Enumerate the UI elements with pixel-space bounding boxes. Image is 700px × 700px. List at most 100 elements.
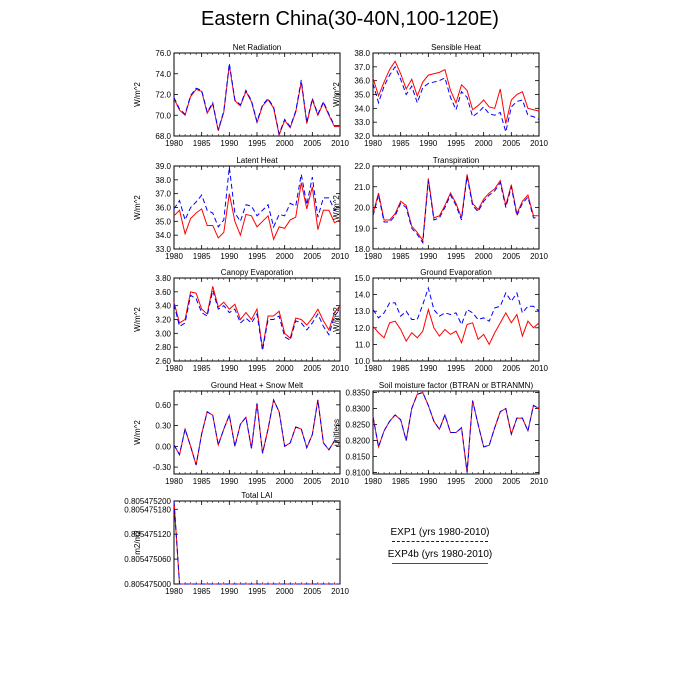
x-tick-label: 1995 [248, 587, 266, 596]
y-tick-label: 3.20 [155, 316, 171, 325]
y-axis-label: unitless [332, 419, 341, 446]
y-tick-label: 68.0 [155, 132, 171, 141]
x-tick-label: 2005 [502, 364, 520, 373]
x-tick-label: 1985 [193, 477, 211, 486]
x-tick-label: 2000 [276, 364, 294, 373]
series-line-exp1 [372, 286, 540, 326]
x-tick-label: 2010 [331, 364, 349, 373]
y-tick-label: 19.0 [354, 224, 370, 233]
x-tick-label: 2005 [303, 364, 321, 373]
x-tick-label: 2005 [303, 139, 321, 148]
legend-line-exp4b [392, 563, 488, 564]
x-tick-label: 1995 [248, 139, 266, 148]
panel-8: Total LAI 1980 1985 1990 1995 2000 2005 2010 0.8… [124, 491, 349, 596]
x-tick-label: 1985 [392, 477, 410, 486]
x-tick-label: 1995 [248, 252, 266, 261]
y-tick-label: 74.0 [155, 70, 171, 79]
y-tick-label: 3.00 [155, 329, 171, 338]
series-line-exp1 [372, 176, 539, 245]
series-line-exp4b [173, 182, 341, 241]
series-line-exp1 [173, 398, 341, 466]
y-axis-label: W/m^2 [332, 82, 341, 107]
panel-title: Latent Heat [236, 156, 278, 165]
legend: EXP1 (yrs 1980-2010) EXP4b (yrs 1980-201… [380, 527, 500, 571]
y-tick-label: 37.0 [155, 190, 171, 199]
y-tick-label: 34.0 [155, 231, 171, 240]
x-tick-label: 1985 [193, 252, 211, 261]
y-tick-label: 14.0 [354, 291, 370, 300]
series-line-exp4b [173, 65, 340, 137]
y-tick-label: 21.0 [354, 183, 370, 192]
x-tick-label: 2000 [276, 139, 294, 148]
y-axis-label: W/m^2 [133, 195, 142, 220]
x-tick-label: 2005 [303, 587, 321, 596]
y-tick-label: 2.60 [155, 357, 171, 366]
y-tick-label: 70.0 [155, 111, 171, 120]
panel-7: Soil moisture factor (BTRAN or BTRANMN) 1… [332, 381, 548, 486]
x-tick-label: 1995 [447, 477, 465, 486]
panel-title: Transpiration [433, 156, 479, 165]
x-tick-label: 1995 [248, 477, 266, 486]
y-tick-label: 0.805475000 [124, 580, 171, 589]
series-line-exp1 [372, 65, 540, 132]
x-tick-label: 2010 [530, 477, 548, 486]
y-tick-label: 35.0 [155, 217, 171, 226]
panel-frame [173, 500, 341, 585]
y-tick-label: 0.8100 [346, 468, 371, 477]
panel-title: Ground Evaporation [420, 268, 492, 277]
y-tick-label: 32.0 [354, 132, 370, 141]
legend-entry-exp4b: EXP4b (yrs 1980-2010) [380, 549, 500, 571]
x-tick-label: 2010 [331, 477, 349, 486]
y-tick-label: 13.0 [354, 307, 370, 316]
x-tick-label: 2010 [331, 252, 349, 261]
y-tick-label: 18.0 [354, 245, 370, 254]
series-line-exp1 [173, 167, 341, 229]
x-tick-label: 1980 [364, 477, 382, 486]
x-tick-label: 1990 [419, 364, 437, 373]
x-tick-label: 1985 [193, 587, 211, 596]
x-tick-label: 1995 [447, 252, 465, 261]
x-tick-label: 1995 [248, 364, 266, 373]
y-tick-label: 0.805475060 [124, 555, 171, 564]
y-tick-label: 2.80 [155, 343, 171, 352]
x-tick-label: 1990 [220, 477, 238, 486]
y-tick-label: 35.0 [354, 91, 370, 100]
panel-2: Latent Heat 1980 1985 1990 1995 2000 2005 2010 3… [133, 156, 349, 261]
x-tick-label: 2000 [276, 477, 294, 486]
panel-frame [173, 277, 341, 362]
series-line-exp4b [372, 307, 540, 346]
x-tick-label: 2005 [502, 139, 520, 148]
y-tick-label: 0.8300 [346, 405, 371, 414]
y-tick-label: 0.8350 [346, 389, 371, 398]
y-tick-label: 22.0 [354, 162, 370, 171]
panel-title: Net Radiation [233, 43, 281, 52]
x-tick-label: 1980 [364, 252, 382, 261]
x-tick-label: 1980 [165, 587, 183, 596]
x-tick-label: 1985 [193, 364, 211, 373]
panel-5: Ground Evaporation 1980 1985 1990 1995 2000 20… [332, 268, 548, 373]
x-tick-label: 2005 [303, 252, 321, 261]
panel-title: Soil moisture factor (BTRAN or BTRANMN) [379, 381, 534, 390]
y-tick-label: 11.0 [355, 340, 371, 349]
x-tick-label: 1990 [220, 252, 238, 261]
panel-3: Transpiration 1980 1985 1990 1995 2000 2005 201… [332, 156, 548, 261]
x-tick-label: 2005 [502, 252, 520, 261]
y-axis-label: W/m^2 [133, 82, 142, 107]
x-tick-label: 2000 [475, 252, 493, 261]
y-tick-label: -0.30 [153, 463, 172, 472]
series-line-exp4b [372, 391, 540, 473]
x-tick-label: 1985 [392, 364, 410, 373]
x-tick-label: 2000 [475, 477, 493, 486]
x-tick-label: 2010 [331, 139, 349, 148]
x-tick-label: 2010 [530, 364, 548, 373]
y-tick-label: 0.805475200 [124, 497, 171, 506]
y-tick-label: 0.30 [155, 422, 171, 431]
y-tick-label: 0.805475180 [124, 505, 171, 514]
x-tick-label: 1980 [165, 252, 183, 261]
series-line-exp1 [173, 290, 341, 351]
panel-4: Canopy Evaporation 1980 1985 1990 1995 2000 20… [133, 268, 349, 373]
y-tick-label: 12.0 [354, 324, 370, 333]
y-tick-label: 0.8150 [346, 452, 371, 461]
y-tick-label: 20.0 [354, 204, 370, 213]
